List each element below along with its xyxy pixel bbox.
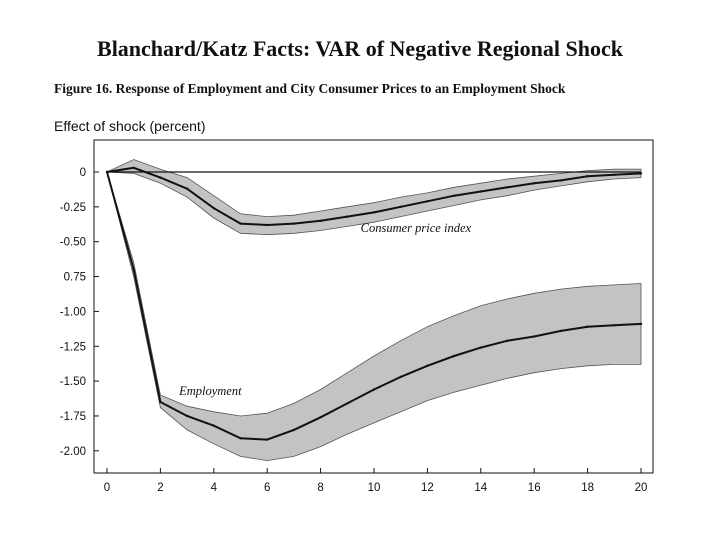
- y-tick-label: -0.50: [60, 237, 86, 249]
- x-tick-label: 4: [211, 482, 218, 494]
- employment-point: [452, 354, 456, 358]
- employment-point: [132, 268, 135, 271]
- x-tick-label: 18: [581, 482, 594, 494]
- y-tick-label: 0.75: [64, 272, 86, 284]
- consumer-price-index-point: [239, 222, 242, 225]
- y-tick-label: -1.00: [60, 306, 86, 318]
- figure-caption: Figure 16. Response of Employment and Ci…: [54, 81, 566, 96]
- employment-point: [506, 339, 509, 342]
- employment-point: [239, 437, 242, 440]
- consumer-price-index-point: [533, 182, 536, 185]
- employment-point: [399, 375, 402, 379]
- consumer-price-index-point: [399, 205, 402, 208]
- consumer-price-index-point: [346, 215, 349, 218]
- consumer-price-index-point: [559, 179, 563, 182]
- consumer-price-index-point: [506, 186, 509, 189]
- employment-point: [292, 428, 296, 432]
- consumer-price-index-point: [426, 200, 429, 203]
- y-tick-label: -1.75: [60, 411, 86, 423]
- x-tick-label: 12: [421, 482, 434, 494]
- consumer-price-index-point: [132, 166, 135, 169]
- slide-title: Blanchard/Katz Facts: VAR of Negative Re…: [97, 36, 623, 61]
- series-labels: Consumer price index Employment: [178, 221, 471, 398]
- consumer-price-index-point: [159, 176, 162, 179]
- x-tick-label: 0: [104, 482, 110, 494]
- consumer-price-index-point: [319, 219, 322, 222]
- employment-point: [639, 322, 643, 326]
- y-axis-label: Effect of shock (percent): [54, 118, 206, 134]
- employment-point: [346, 402, 349, 405]
- employment-point: [159, 400, 162, 404]
- employment-point: [586, 325, 589, 328]
- employment-point: [319, 416, 322, 419]
- employment-point: [212, 424, 215, 427]
- consumer-price-index-point: [613, 173, 616, 176]
- consumer-price-index-point: [586, 175, 589, 178]
- series-lines: [105, 166, 643, 441]
- consumer-price-index-point: [185, 187, 189, 190]
- employment-point: [105, 170, 109, 174]
- employment-point: [372, 388, 376, 391]
- x-tick-label: 10: [368, 482, 381, 494]
- employment-point: [533, 335, 536, 338]
- y-tick-label: -2.00: [60, 446, 86, 458]
- x-tick-label: 14: [474, 482, 487, 494]
- y-tick-label: -1.50: [60, 376, 86, 388]
- x-tick-label: 8: [317, 482, 323, 494]
- y-axis: 0 -0.25 -0.50 0.75 -1.00 -1.25 -1.50 -1.75 -2.00: [60, 167, 99, 458]
- consumer-price-index-point: [372, 211, 376, 214]
- y-tick-label: -1.25: [60, 341, 86, 353]
- consumer-price-index-point: [292, 222, 296, 225]
- consumer-price-index-point: [266, 223, 269, 227]
- y-tick-label: 0: [80, 167, 86, 179]
- consumer-price-index-point: [479, 190, 482, 193]
- consumer-price-index-label: Consumer price index: [361, 221, 472, 235]
- x-axis: 0 2 4 6 8 10 12 14 16 18 20: [104, 468, 648, 494]
- employment-point: [266, 438, 269, 441]
- x-tick-label: 20: [635, 482, 648, 494]
- employment-label: Employment: [178, 384, 242, 398]
- employment-point: [185, 414, 189, 418]
- consumer-price-index-point: [639, 172, 643, 175]
- employment-point: [613, 324, 616, 327]
- employment-point: [479, 346, 482, 349]
- x-tick-label: 16: [528, 482, 541, 494]
- x-tick-label: 2: [157, 482, 163, 494]
- y-tick-label: -0.25: [60, 202, 86, 214]
- consumer-price-index-point: [212, 207, 215, 210]
- employment-point: [426, 364, 429, 367]
- employment-point: [559, 329, 563, 333]
- x-tick-label: 6: [264, 482, 270, 494]
- consumer-price-index-point: [452, 194, 456, 197]
